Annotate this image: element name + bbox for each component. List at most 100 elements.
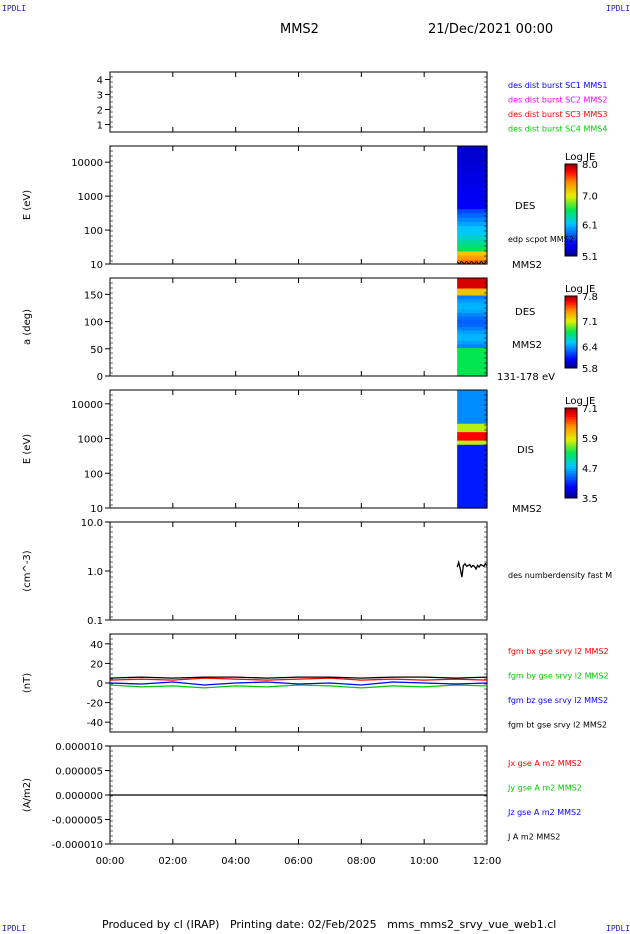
heatmap-cell bbox=[483, 411, 486, 416]
heatmap-cell bbox=[460, 398, 464, 404]
heatmap-cell bbox=[472, 171, 475, 177]
heatmap-cell bbox=[473, 461, 477, 467]
heatmap-cell bbox=[479, 344, 483, 349]
heatmap-cell bbox=[470, 188, 473, 193]
colorbar-cell bbox=[565, 205, 577, 209]
heatmap-cell bbox=[470, 316, 473, 321]
heatmap-cell bbox=[470, 230, 473, 236]
heatmap-cell bbox=[468, 183, 471, 189]
heatmap-cell bbox=[479, 470, 483, 475]
heatmap-cell bbox=[464, 478, 468, 484]
heatmap-cell bbox=[475, 238, 479, 244]
heatmap-cell bbox=[475, 465, 479, 471]
heatmap-cell bbox=[464, 306, 468, 311]
heatmap-cell bbox=[460, 495, 464, 501]
y-tick-label: 2 bbox=[97, 106, 103, 117]
heatmap-cell bbox=[475, 495, 479, 501]
heatmap-cell bbox=[472, 242, 475, 248]
heatmap-cell bbox=[468, 423, 471, 429]
heatmap-cell bbox=[462, 281, 466, 286]
heatmap-cell bbox=[479, 444, 483, 450]
heatmap-cell bbox=[460, 230, 464, 236]
heatmap-cell bbox=[485, 495, 488, 501]
legend-entry-mms2: des dist burst SC2 MMS2 bbox=[508, 96, 607, 105]
heatmap-cell bbox=[485, 419, 488, 425]
heatmap-cell bbox=[470, 411, 473, 416]
legend-entry-jy: Jy gse A m2 MMS2 bbox=[507, 784, 582, 793]
heatmap-cell bbox=[470, 226, 473, 231]
heatmap-cell bbox=[481, 299, 484, 304]
heatmap-cell bbox=[483, 478, 486, 484]
heatmap-cell bbox=[460, 162, 464, 168]
colorbar-cell bbox=[565, 412, 577, 416]
heatmap-cell bbox=[470, 365, 473, 370]
heatmap-cell bbox=[470, 146, 473, 151]
heatmap-cell bbox=[473, 341, 477, 346]
heatmap-cell bbox=[481, 209, 484, 215]
heatmap-cell bbox=[485, 295, 488, 300]
heatmap-cell bbox=[464, 327, 468, 332]
colorbar-cell bbox=[565, 251, 577, 255]
heatmap-cell bbox=[479, 453, 483, 459]
heatmap-cell bbox=[466, 281, 469, 286]
heatmap-cell bbox=[477, 251, 481, 257]
heatmap-cell bbox=[479, 200, 483, 206]
colorbar-frame bbox=[564, 407, 578, 499]
heatmap-cell bbox=[473, 348, 477, 353]
heatmap-cell bbox=[468, 372, 471, 377]
heatmap-cell bbox=[479, 299, 483, 304]
heatmap-cell bbox=[481, 372, 484, 377]
heatmap-cell bbox=[468, 341, 471, 346]
heatmap-cell bbox=[460, 306, 464, 311]
heatmap-cell bbox=[468, 295, 471, 300]
heatmap-cell bbox=[460, 394, 464, 400]
heatmap-cell bbox=[466, 453, 469, 459]
heatmap-cell bbox=[483, 440, 486, 446]
heatmap-cell bbox=[466, 372, 469, 377]
colorbar-cell bbox=[565, 230, 577, 234]
heatmap-cell bbox=[472, 348, 475, 353]
heatmap-cell bbox=[477, 440, 481, 446]
heatmap-cell bbox=[468, 358, 471, 363]
heatmap-cell bbox=[473, 288, 477, 293]
heatmap-cell bbox=[462, 255, 466, 261]
heatmap-cell bbox=[470, 247, 473, 252]
heatmap-cell bbox=[470, 323, 473, 328]
heatmap-cell bbox=[475, 255, 479, 261]
heatmap-cell bbox=[477, 495, 481, 501]
heatmap-cell bbox=[479, 285, 483, 290]
colorbar-cell bbox=[565, 446, 577, 449]
heatmap-cell bbox=[460, 255, 464, 261]
heatmap-cell bbox=[459, 230, 462, 236]
heatmap-cell bbox=[459, 344, 462, 349]
heatmap-cell bbox=[483, 221, 486, 227]
colorbar-cell bbox=[565, 306, 577, 310]
heatmap-cell bbox=[479, 162, 483, 168]
heatmap-cell bbox=[457, 358, 460, 363]
heatmap-cell bbox=[485, 316, 488, 321]
heatmap-cell bbox=[472, 365, 475, 370]
heatmap-cell bbox=[460, 341, 464, 346]
heatmap-cell bbox=[485, 394, 488, 400]
colorbar-cell bbox=[565, 308, 577, 311]
heatmap-cell bbox=[457, 278, 460, 283]
colorbar-cell bbox=[565, 226, 577, 229]
y-tick-label: 0.1 bbox=[87, 616, 103, 627]
heatmap-cell bbox=[466, 154, 469, 160]
heatmap-cell bbox=[460, 411, 464, 416]
heatmap-cell bbox=[481, 320, 484, 325]
heatmap-cell bbox=[475, 196, 479, 202]
heatmap-cell bbox=[472, 175, 475, 181]
heatmap-cell bbox=[477, 200, 481, 206]
heatmap-cell bbox=[485, 302, 488, 307]
heatmap-cell bbox=[459, 171, 462, 177]
colorbar-cell bbox=[565, 198, 577, 202]
heatmap-cell bbox=[470, 234, 473, 240]
heatmap-cell bbox=[473, 302, 477, 307]
heatmap-cell bbox=[473, 351, 477, 356]
colorbar-cell bbox=[565, 332, 577, 335]
heatmap-cell bbox=[464, 474, 468, 480]
heatmap-cell bbox=[459, 334, 462, 339]
heatmap-cell bbox=[470, 285, 473, 290]
heatmap-cell bbox=[485, 406, 488, 412]
